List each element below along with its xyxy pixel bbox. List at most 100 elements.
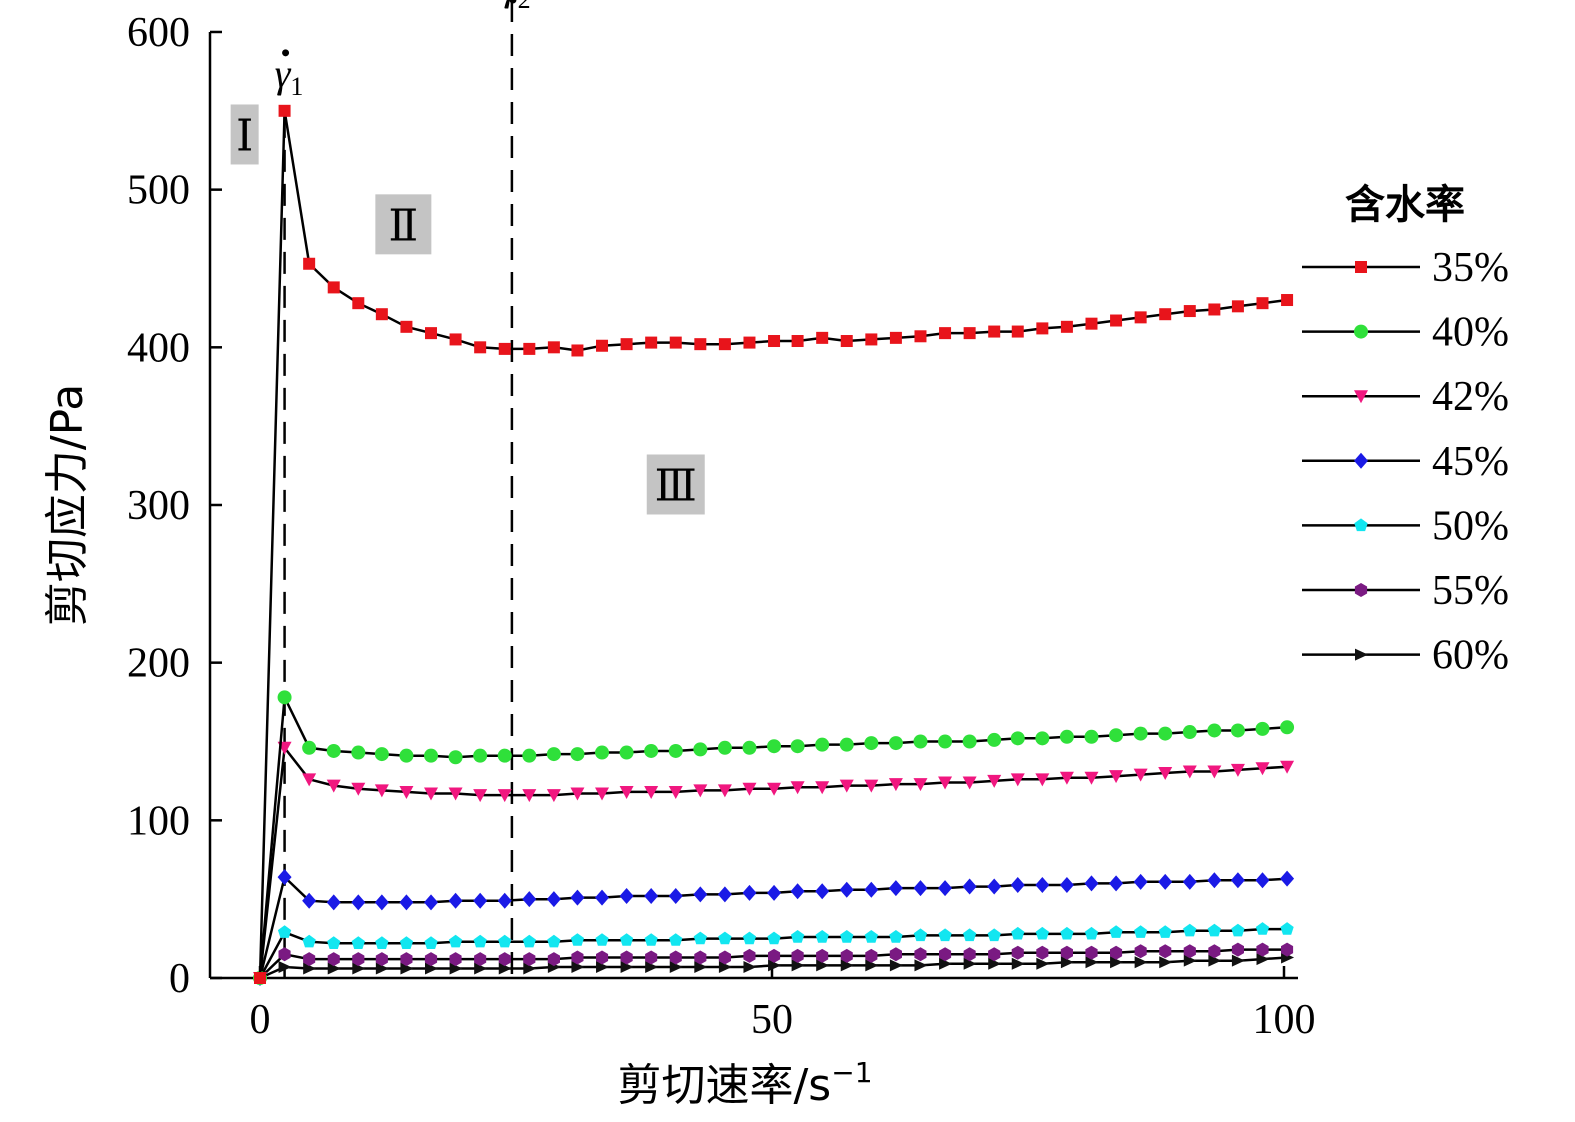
data-point (1183, 923, 1197, 937)
data-point (718, 960, 732, 973)
data-point (303, 962, 317, 975)
data-point (768, 335, 781, 348)
data-point (742, 782, 757, 796)
x-axis-title-text: 剪切速率/s (617, 1060, 831, 1111)
data-point (693, 886, 708, 903)
data-point (768, 959, 782, 972)
data-point (1109, 770, 1124, 784)
legend-label: 45% (1432, 439, 1509, 485)
data-point (277, 690, 292, 705)
data-point (596, 960, 610, 973)
data-point (987, 774, 1002, 788)
data-point (1231, 923, 1245, 937)
data-point (1208, 944, 1221, 959)
data-point (498, 952, 511, 967)
legend-marker (1354, 583, 1368, 597)
data-point (1230, 723, 1245, 738)
gamma2-dot (509, 0, 517, 4)
data-point (547, 934, 561, 948)
data-point (424, 936, 438, 949)
data-point (399, 785, 414, 799)
data-point (840, 948, 853, 963)
data-point (449, 333, 462, 346)
data-point (619, 745, 634, 760)
data-point (1231, 954, 1245, 967)
data-point (352, 962, 366, 975)
data-point (988, 325, 1001, 338)
data-point (1230, 872, 1245, 889)
data-point (1256, 942, 1269, 957)
data-point (352, 297, 365, 310)
data-point (815, 781, 830, 795)
data-point (546, 789, 561, 803)
data-point (522, 748, 537, 763)
x-axis-title-superscript: −1 (831, 1056, 872, 1089)
legend-marker (1355, 261, 1367, 273)
data-point (351, 894, 366, 911)
data-point (644, 743, 659, 758)
data-point (620, 338, 633, 351)
data-point (400, 320, 413, 333)
data-point (375, 308, 388, 321)
data-point (619, 888, 634, 905)
data-point (1134, 311, 1147, 324)
y-tick-label: 600 (127, 10, 190, 56)
data-point (1084, 875, 1099, 892)
data-point (963, 947, 976, 962)
data-point (1255, 762, 1270, 776)
data-point (767, 782, 782, 796)
data-point (596, 950, 609, 965)
gamma2-subscript: 2 (518, 0, 531, 14)
data-point (889, 930, 903, 943)
data-point (693, 931, 707, 945)
data-point (1183, 305, 1196, 318)
data-point (1134, 956, 1148, 969)
data-point (399, 894, 414, 911)
data-point (326, 743, 341, 758)
data-point (1231, 300, 1244, 313)
data-point (645, 950, 658, 965)
data-point (547, 952, 560, 967)
data-point (1036, 322, 1049, 335)
region-label-2: Ⅱ (388, 201, 418, 250)
data-point (889, 959, 903, 972)
data-point (571, 344, 584, 357)
data-point (1207, 765, 1222, 779)
data-point (303, 952, 316, 967)
data-point (302, 934, 316, 948)
data-point (399, 936, 414, 949)
data-point (1183, 954, 1197, 967)
data-point (374, 894, 389, 911)
data-point (474, 341, 487, 354)
data-point (913, 734, 928, 749)
data-point (1085, 945, 1098, 960)
data-point (326, 894, 341, 911)
data-point (1110, 314, 1123, 327)
data-point (865, 333, 878, 346)
data-point (1256, 953, 1270, 966)
data-point (523, 952, 536, 967)
data-point (498, 342, 511, 355)
data-point (1060, 956, 1074, 969)
gamma2-label: γ2 (502, 0, 531, 14)
data-point (938, 880, 953, 897)
x-axis-title: 剪切速率/s−1 (617, 1056, 872, 1111)
data-point (693, 742, 708, 757)
data-point (570, 787, 585, 801)
data-point (1207, 923, 1221, 937)
data-point (840, 959, 854, 972)
data-point (888, 880, 903, 897)
data-point (1133, 726, 1148, 741)
data-point (987, 928, 1001, 942)
data-point (546, 747, 561, 762)
data-point (939, 947, 952, 962)
data-point (1109, 875, 1124, 892)
series-45% (253, 869, 1295, 986)
data-point (1182, 765, 1197, 779)
region-box-2 (375, 194, 432, 255)
data-point (962, 776, 977, 790)
data-point (717, 886, 732, 903)
data-point (644, 888, 659, 905)
data-point (473, 748, 488, 763)
